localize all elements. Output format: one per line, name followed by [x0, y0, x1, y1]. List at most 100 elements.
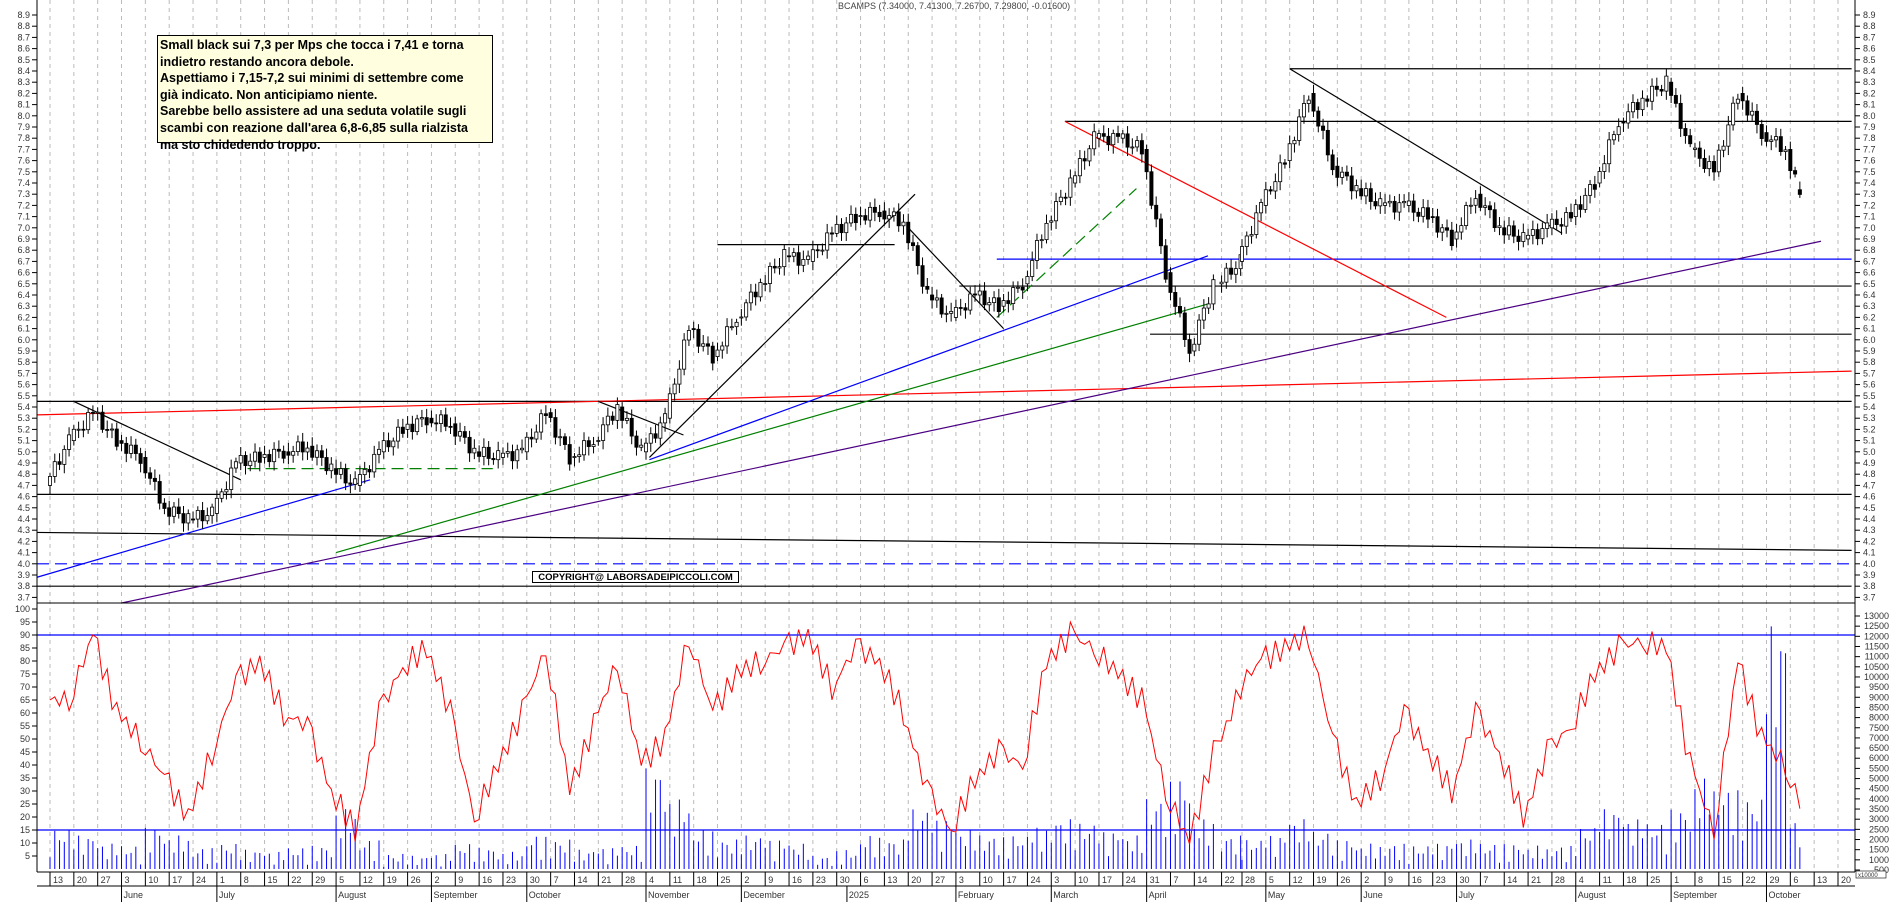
- date-tick-label: 13: [53, 875, 63, 885]
- candle-body: [229, 467, 234, 490]
- volume-tick-label: 11000: [1865, 652, 1889, 662]
- date-tick-label: 16: [1412, 875, 1422, 885]
- candle-body: [810, 249, 815, 262]
- candle-body: [1468, 204, 1473, 207]
- candle-body: [1096, 133, 1101, 139]
- candle-body: [1535, 229, 1540, 240]
- candle-body: [1692, 147, 1697, 150]
- price-tick-label: 4.3: [17, 525, 30, 535]
- oscillator-tick-label: 25: [20, 799, 30, 809]
- candle-body: [615, 404, 620, 421]
- candle-body: [515, 449, 520, 462]
- candle-body: [1392, 200, 1397, 213]
- price-tick-label: 3.7: [17, 592, 30, 602]
- candle-body: [119, 440, 124, 444]
- price-tick-label: 8.9: [1863, 10, 1876, 20]
- price-tick-label: 8.9: [17, 10, 30, 20]
- candle-body: [419, 417, 424, 420]
- oscillator-tick-label: 10: [20, 838, 30, 848]
- candle-body: [319, 450, 324, 458]
- oscillator-line: [49, 620, 1801, 845]
- price-tick-label: 8.3: [17, 77, 30, 87]
- price-tick-label: 7.0: [1863, 223, 1876, 233]
- oscillator-tick-label: 95: [20, 617, 30, 627]
- candle-body: [1430, 216, 1435, 219]
- price-tick-label: 8.2: [17, 88, 30, 98]
- price-tick-label: 8.7: [17, 32, 30, 42]
- price-tick-label: 8.5: [1863, 55, 1876, 65]
- candle-body: [100, 411, 105, 430]
- price-tick-label: 8.3: [1863, 77, 1876, 87]
- price-tick-label: 4.5: [17, 503, 30, 513]
- candle-body: [705, 343, 710, 347]
- date-tick-label: 25: [721, 875, 731, 885]
- price-tick-label: 6.9: [1863, 234, 1876, 244]
- date-tick-label: 22: [291, 875, 301, 885]
- price-tick-label: 4.1: [1863, 548, 1876, 558]
- price-tick-label: 3.7: [1863, 592, 1876, 602]
- trendline: [36, 370, 1852, 416]
- trendline: [996, 188, 1137, 318]
- date-tick-label: 28: [625, 875, 635, 885]
- candle-body: [987, 302, 992, 306]
- price-tick-label: 7.6: [1863, 156, 1876, 166]
- candle-body: [1645, 98, 1650, 102]
- volume-tick-label: 6500: [1869, 743, 1889, 753]
- date-tick-label: 14: [1197, 875, 1207, 885]
- candle-body: [243, 455, 248, 467]
- candle-body: [1573, 204, 1578, 218]
- month-label: July: [219, 890, 236, 900]
- candle-body: [853, 213, 858, 224]
- candle-body: [968, 293, 973, 311]
- candle-body: [1149, 171, 1154, 206]
- oscillator-tick-label: 90: [20, 630, 30, 640]
- candle-body: [1359, 188, 1364, 197]
- candle-body: [1211, 279, 1216, 305]
- price-tick-label: 6.7: [1863, 256, 1876, 266]
- candle-body: [1229, 267, 1234, 275]
- candle-body: [1135, 140, 1140, 148]
- candle-body: [582, 440, 587, 456]
- candle-body: [505, 451, 510, 454]
- date-tick-label: 23: [1436, 875, 1446, 885]
- price-tick-label: 7.1: [1863, 212, 1876, 222]
- oscillator-tick-label: 85: [20, 643, 30, 653]
- candle-body: [1754, 110, 1759, 125]
- candle-body: [787, 255, 792, 258]
- candle-body: [548, 412, 553, 418]
- price-tick-label: 5.5: [17, 391, 30, 401]
- candle-body: [1669, 81, 1674, 96]
- price-tick-label: 7.9: [1863, 122, 1876, 132]
- date-tick-label: 4: [1579, 875, 1584, 885]
- candle-body: [734, 321, 739, 328]
- candle-body: [1483, 205, 1488, 208]
- candle-body: [448, 425, 453, 428]
- candle-body: [1764, 132, 1769, 142]
- candle-body: [1797, 189, 1802, 195]
- candle-body: [891, 211, 896, 216]
- date-tick-label: 11: [1603, 875, 1612, 885]
- candle-body: [67, 434, 72, 450]
- candle-body: [1659, 88, 1664, 92]
- candle-body: [1206, 303, 1211, 309]
- candle-body: [1173, 292, 1178, 307]
- price-tick-label: 7.2: [17, 200, 30, 210]
- oscillator-tick-label: 75: [20, 669, 30, 679]
- month-label: July: [1459, 890, 1476, 900]
- candle-body: [686, 330, 691, 341]
- date-tick-label: 17: [172, 875, 182, 885]
- date-tick-label: 7: [1483, 875, 1488, 885]
- price-tick-label: 6.3: [17, 301, 30, 311]
- date-tick-label: 15: [1722, 875, 1732, 885]
- candle-body: [491, 458, 496, 461]
- candle-body: [1449, 229, 1454, 247]
- candle-body: [877, 211, 882, 218]
- volume-tick-label: 1500: [1869, 845, 1889, 855]
- candle-body: [1611, 134, 1616, 141]
- candle-body: [1068, 177, 1073, 198]
- price-tick-label: 5.6: [17, 380, 30, 390]
- price-tick-label: 7.3: [17, 189, 30, 199]
- oscillator-tick-label: 80: [20, 656, 30, 666]
- volume-tick-label: 13000: [1864, 611, 1889, 621]
- date-tick-label: 12: [363, 875, 373, 885]
